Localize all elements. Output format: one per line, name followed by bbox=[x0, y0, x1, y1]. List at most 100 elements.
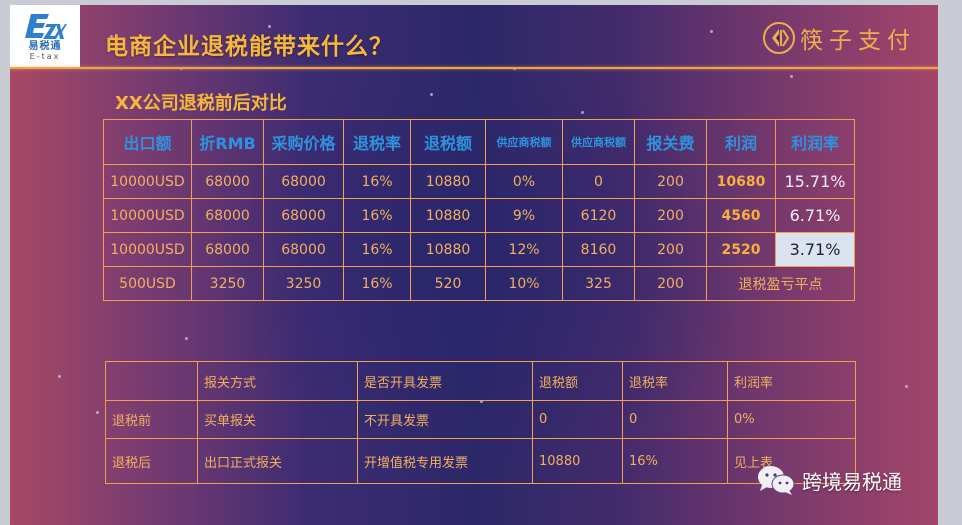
header-cell: 报关方式 bbox=[197, 361, 358, 401]
header-cell: 采购价格 bbox=[263, 119, 344, 165]
table-header-row: 出口额 折RMB 采购价格 退税率 退税额 供应商税额 供应商税额 报关费 利润… bbox=[103, 119, 855, 165]
table-cell: 68000 bbox=[263, 164, 344, 199]
slide: 易税通 E-tax 电商企业退税能带来什么？ 筷子支付 XX公司退税前后对比 出… bbox=[10, 5, 938, 525]
header-cell: 利润率 bbox=[727, 361, 856, 401]
header-cell: 退税额 bbox=[532, 361, 623, 401]
table-cell: 9% bbox=[485, 198, 563, 233]
header-cell: 折RMB bbox=[191, 119, 264, 165]
star-decoration bbox=[58, 375, 61, 378]
title-divider bbox=[10, 67, 938, 69]
watermark-text: 跨境易税通 bbox=[802, 469, 902, 494]
star-decoration bbox=[430, 93, 433, 96]
table-cell: 325 bbox=[562, 266, 635, 301]
header-cell: 出口额 bbox=[103, 119, 192, 165]
table-cell: 见上表 bbox=[727, 438, 856, 484]
comparison-table: 出口额 折RMB 采购价格 退税率 退税额 供应商税额 供应商税额 报关费 利润… bbox=[103, 119, 855, 301]
table-cell: 10880 bbox=[410, 232, 486, 267]
table-cell: 不开具发票 bbox=[357, 400, 533, 439]
header-cell: 供应商税额 bbox=[562, 119, 635, 165]
star-decoration bbox=[268, 25, 271, 28]
profit-rate-cell: 15.71% bbox=[775, 164, 855, 199]
brand-logo: 筷子支付 bbox=[762, 21, 916, 55]
header-cell: 供应商税额 bbox=[485, 119, 563, 165]
star-decoration bbox=[581, 111, 584, 114]
table-row: 退税前 买单报关 不开具发票 0 0 0% bbox=[105, 400, 856, 439]
table-cell: 68000 bbox=[191, 198, 264, 233]
table-cell: 10% bbox=[485, 266, 563, 301]
table-cell: 16% bbox=[343, 164, 411, 199]
table-row: 500USD 3250 3250 16% 520 10% 325 200 退税盈… bbox=[103, 266, 855, 301]
header-cell: 退税额 bbox=[410, 119, 486, 165]
table-cell: 10000USD bbox=[103, 232, 192, 267]
table-row: 10000USD 68000 68000 16% 10880 12% 8160 … bbox=[103, 232, 855, 267]
table-cell: 68000 bbox=[191, 232, 264, 267]
header-cell: 利润率 bbox=[775, 119, 855, 165]
table-cell: 3250 bbox=[191, 266, 264, 301]
star-decoration bbox=[710, 30, 713, 33]
star-decoration bbox=[790, 75, 793, 78]
table-cell: 200 bbox=[634, 266, 707, 301]
header-cell bbox=[105, 361, 198, 401]
table-cell: 10000USD bbox=[103, 198, 192, 233]
table-row: 10000USD 68000 68000 16% 10880 9% 6120 2… bbox=[103, 198, 855, 233]
table-cell: 200 bbox=[634, 232, 707, 267]
table-cell: 0% bbox=[485, 164, 563, 199]
header-cell: 退税率 bbox=[343, 119, 411, 165]
table-cell: 10880 bbox=[410, 198, 486, 233]
table-cell: 买单报关 bbox=[197, 400, 358, 439]
table-cell: 500USD bbox=[103, 266, 192, 301]
kuaizi-pay-logo-icon bbox=[763, 22, 795, 54]
before-after-table: 报关方式 是否开具发票 退税额 退税率 利润率 退税前 买单报关 不开具发票 0… bbox=[105, 361, 856, 484]
profit-cell: 4560 bbox=[706, 198, 776, 233]
table-cell: 开增值税专用发票 bbox=[357, 438, 533, 484]
logo-name-cn: 易税通 bbox=[28, 41, 62, 52]
row-label: 退税前 bbox=[105, 400, 198, 439]
logo-name-en: E-tax bbox=[29, 52, 61, 61]
table-cell: 520 bbox=[410, 266, 486, 301]
header-cell: 退税率 bbox=[622, 361, 728, 401]
table-cell: 12% bbox=[485, 232, 563, 267]
table-row: 10000USD 68000 68000 16% 10880 0% 0 200 … bbox=[103, 164, 855, 199]
breakeven-cell: 退税盈亏平点 bbox=[706, 266, 855, 301]
table-cell: 10000USD bbox=[103, 164, 192, 199]
header-cell: 是否开具发票 bbox=[357, 361, 533, 401]
table-cell: 68000 bbox=[191, 164, 264, 199]
star-decoration bbox=[96, 411, 99, 414]
table-cell: 68000 bbox=[263, 232, 344, 267]
profit-cell: 10680 bbox=[706, 164, 776, 199]
table-cell: 16% bbox=[343, 232, 411, 267]
etax-logo: 易税通 E-tax bbox=[10, 5, 80, 68]
header-cell: 利润 bbox=[706, 119, 776, 165]
profit-cell: 2520 bbox=[706, 232, 776, 267]
table-cell: 0 bbox=[562, 164, 635, 199]
table-cell: 16% bbox=[343, 266, 411, 301]
wechat-watermark: 跨境易税通 bbox=[756, 464, 902, 496]
table-cell: 出口正式报关 bbox=[197, 438, 358, 484]
star-decoration bbox=[185, 337, 188, 340]
table-cell: 10880 bbox=[532, 438, 623, 484]
wechat-icon bbox=[758, 466, 795, 495]
table-cell: 68000 bbox=[263, 198, 344, 233]
table-cell: 10880 bbox=[410, 164, 486, 199]
table-row: 退税后 出口正式报关 开增值税专用发票 10880 16% 见上表 bbox=[105, 438, 856, 484]
page-title: 电商企业退税能带来什么？ bbox=[105, 34, 393, 60]
table-cell: 0 bbox=[532, 400, 623, 439]
table-cell: 16% bbox=[343, 198, 411, 233]
table-cell: 0% bbox=[727, 400, 856, 439]
table-cell: 200 bbox=[634, 198, 707, 233]
table-cell: 8160 bbox=[562, 232, 635, 267]
brand-name: 筷子支付 bbox=[800, 28, 916, 54]
table-cell: 6120 bbox=[562, 198, 635, 233]
profit-rate-cell-highlighted: 3.71% bbox=[775, 232, 855, 267]
row-label: 退税后 bbox=[105, 438, 198, 484]
star-decoration bbox=[110, 35, 113, 38]
header-cell: 报关费 bbox=[634, 119, 707, 165]
table-header-row: 报关方式 是否开具发票 退税额 退税率 利润率 bbox=[105, 361, 856, 401]
table-cell: 0 bbox=[622, 400, 728, 439]
section-title: XX公司退税前后对比 bbox=[115, 93, 287, 114]
table-cell: 200 bbox=[634, 164, 707, 199]
table-cell: 3250 bbox=[263, 266, 344, 301]
profit-rate-cell: 6.71% bbox=[775, 198, 855, 233]
table-cell: 16% bbox=[622, 438, 728, 484]
etax-logo-icon bbox=[25, 14, 67, 39]
